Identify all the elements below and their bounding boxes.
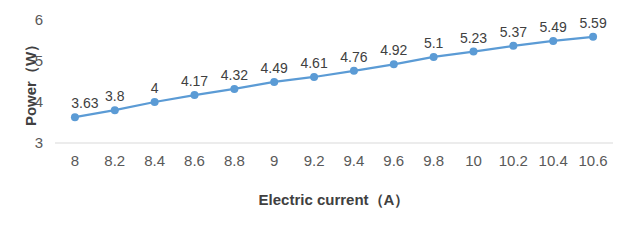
data-label: 4	[151, 80, 159, 96]
x-tick-label: 8.4	[144, 152, 165, 169]
data-label: 5.49	[540, 19, 567, 35]
y-tick-label: 3	[35, 134, 43, 151]
marker	[310, 73, 318, 81]
data-label: 4.76	[340, 49, 367, 65]
series-line	[75, 37, 593, 117]
data-label: 5.59	[579, 15, 606, 31]
x-axis-line	[55, 143, 613, 144]
background	[0, 0, 628, 234]
marker	[549, 37, 557, 45]
x-tick-label: 9.8	[423, 152, 444, 169]
x-tick-label: 9	[270, 152, 278, 169]
x-tick-label: 9.4	[343, 152, 364, 169]
y-tick-label: 6	[35, 11, 43, 28]
marker	[151, 98, 159, 106]
x-tick-label: 9.6	[383, 152, 404, 169]
x-tick-label: 8.6	[184, 152, 205, 169]
x-tick-label: 8.2	[104, 152, 125, 169]
data-label: 5.23	[460, 30, 487, 46]
marker	[111, 106, 119, 114]
x-axis-title: Electric current（A）	[259, 191, 410, 208]
marker	[230, 85, 238, 93]
marker	[470, 48, 478, 56]
y-axis-title: Power（W）	[22, 37, 39, 126]
marks-group	[71, 33, 597, 121]
marker	[71, 113, 79, 121]
marker	[191, 91, 199, 99]
data-label: 4.61	[300, 55, 327, 71]
marker	[350, 67, 358, 75]
data-label: 5.37	[500, 24, 527, 40]
marker	[270, 78, 278, 86]
x-tick-label: 8.8	[224, 152, 245, 169]
x-tick-label: 10	[465, 152, 482, 169]
data-label: 4.17	[181, 73, 208, 89]
marker	[589, 33, 597, 41]
chart-svg: 345688.28.48.68.899.29.49.69.81010.210.4…	[0, 0, 628, 234]
data-label: 4.49	[261, 60, 288, 76]
data-label: 4.92	[380, 42, 407, 58]
data-label: 4.32	[221, 67, 248, 83]
x-tick-label: 10.4	[539, 152, 568, 169]
marker	[430, 53, 438, 61]
x-tick-label: 10.6	[578, 152, 607, 169]
x-tick-label: 10.2	[499, 152, 528, 169]
data-label: 3.8	[105, 88, 125, 104]
chart-container: 345688.28.48.68.899.29.49.69.81010.210.4…	[0, 0, 628, 234]
x-tick-label: 9.2	[304, 152, 325, 169]
data-label: 3.63	[71, 95, 98, 111]
marker	[390, 60, 398, 68]
data-label: 5.1	[424, 35, 444, 51]
x-tick-label: 8	[71, 152, 79, 169]
marker	[509, 42, 517, 50]
